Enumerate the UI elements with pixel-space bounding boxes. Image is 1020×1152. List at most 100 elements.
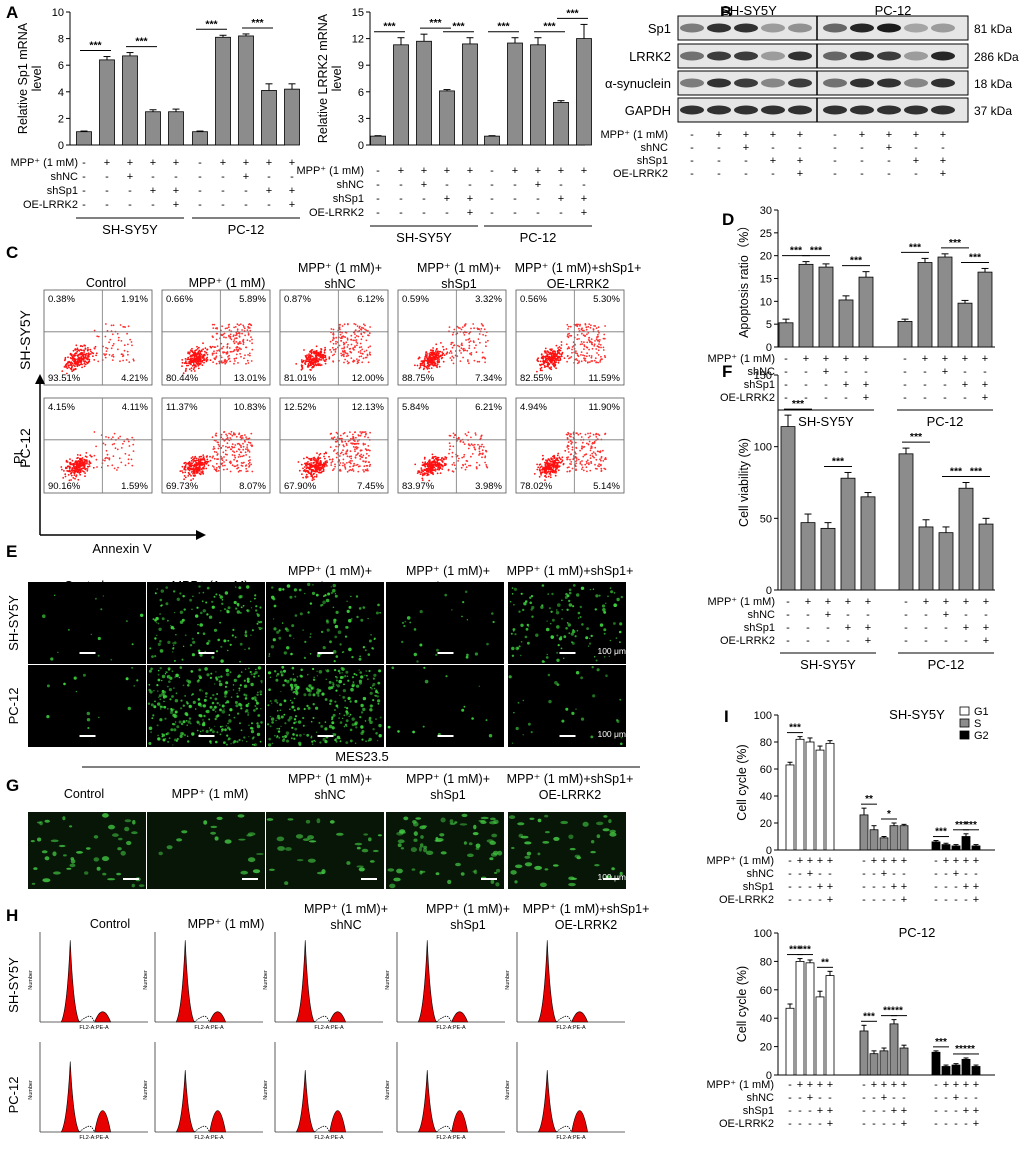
quadrant-lr: 1.59% xyxy=(121,481,148,492)
significance-label: *** xyxy=(910,431,923,443)
cell-dot xyxy=(558,644,560,646)
flow-dot xyxy=(544,352,546,354)
flow-dot xyxy=(438,457,440,459)
bar xyxy=(371,136,386,145)
flow-dot xyxy=(556,457,558,459)
flow-dot xyxy=(443,361,445,363)
flow-dot xyxy=(65,357,67,359)
flow-dot xyxy=(540,473,542,475)
cell-dot xyxy=(491,612,494,615)
flow-dot xyxy=(576,459,578,461)
cell-dot xyxy=(217,639,220,642)
flow-dot xyxy=(480,453,482,455)
flow-dot xyxy=(185,370,187,372)
flow-dot xyxy=(548,462,550,464)
flow-dot xyxy=(89,454,91,456)
treatment-sign: - xyxy=(82,185,86,197)
flow-dot xyxy=(422,462,424,464)
flow-dot xyxy=(217,345,219,347)
blot-protein-label: LRRK2 xyxy=(629,49,671,64)
treatment-sign: - xyxy=(798,142,802,154)
flow-dot xyxy=(468,347,470,349)
flow-dot xyxy=(83,354,85,356)
flow-dot xyxy=(200,458,202,460)
blot-band xyxy=(707,79,731,88)
flow-dot xyxy=(233,363,235,365)
flow-dot xyxy=(212,346,214,348)
quadrant-ur: 5.30% xyxy=(593,294,620,305)
flow-dot xyxy=(482,334,484,336)
flow-dot xyxy=(93,359,95,361)
y-tick-label: 5 xyxy=(766,319,772,331)
cell-dot xyxy=(307,583,310,586)
treatment-sign: + xyxy=(797,129,803,141)
cell-dot xyxy=(290,653,293,656)
cell-dot xyxy=(373,648,374,649)
cell-dot xyxy=(274,605,277,608)
flow-dot xyxy=(436,358,438,360)
bar xyxy=(239,36,254,145)
flow-dot xyxy=(310,364,312,366)
bar xyxy=(801,523,815,590)
significance-label: *** xyxy=(863,1011,875,1022)
treatment-sign: - xyxy=(934,1105,938,1117)
flow-dot xyxy=(205,347,207,349)
flow-dot xyxy=(570,335,572,337)
flow-dot xyxy=(362,469,364,471)
flow-dot xyxy=(310,458,312,460)
flow-dot xyxy=(578,459,580,461)
cell-dot xyxy=(190,644,192,646)
flow-dot xyxy=(198,470,200,472)
flow-dot xyxy=(213,446,215,448)
flow-dot xyxy=(109,457,111,459)
flow-dot xyxy=(453,357,455,359)
cell-dot xyxy=(158,628,161,631)
flow-dot xyxy=(353,446,355,448)
flow-dot xyxy=(250,336,252,338)
flow-dot xyxy=(60,466,62,468)
treatment-sign: + xyxy=(962,353,968,365)
cell-dot xyxy=(374,638,376,640)
significance-label: *** xyxy=(135,36,148,48)
quadrant-ur: 5.89% xyxy=(239,294,266,305)
flow-dot xyxy=(470,340,472,342)
cell-dot xyxy=(572,629,574,631)
flow-dot xyxy=(104,460,106,462)
panel-letter-h: H xyxy=(6,906,18,925)
flow-dot xyxy=(585,326,587,328)
treatment-sign: + xyxy=(803,353,809,365)
flow-dot xyxy=(340,337,342,339)
flow-dot xyxy=(69,466,71,468)
flow-dot xyxy=(80,356,82,358)
flow-dot xyxy=(324,465,326,467)
flow-dot xyxy=(240,435,242,437)
cell-dot xyxy=(294,596,296,598)
flow-dot xyxy=(461,347,463,349)
flow-dot xyxy=(236,468,238,470)
flow-dot xyxy=(442,465,444,467)
flow-dot xyxy=(86,353,88,355)
cell-dot xyxy=(350,596,351,597)
flow-dot xyxy=(233,350,235,352)
flow-dot xyxy=(235,326,237,328)
blot-band xyxy=(823,79,847,88)
flow-dot xyxy=(554,365,556,367)
flow-dot xyxy=(585,453,587,455)
cell-dot xyxy=(339,643,341,645)
flow-dot xyxy=(238,456,240,458)
blot-band xyxy=(823,24,847,33)
flow-dot xyxy=(128,441,130,443)
cell-dot xyxy=(359,658,362,661)
flow-dot xyxy=(354,450,356,452)
flow-dot xyxy=(336,453,338,455)
flow-dot xyxy=(238,454,240,456)
cell-dot xyxy=(246,585,249,588)
bar xyxy=(938,257,952,347)
flow-dot xyxy=(349,466,351,468)
flow-dot xyxy=(199,465,201,467)
fluorescence-image xyxy=(28,665,146,747)
cell-dot xyxy=(294,588,297,591)
treatment-sign: + xyxy=(973,855,979,867)
flow-dot xyxy=(586,471,588,473)
treatment-sign: + xyxy=(871,855,877,867)
